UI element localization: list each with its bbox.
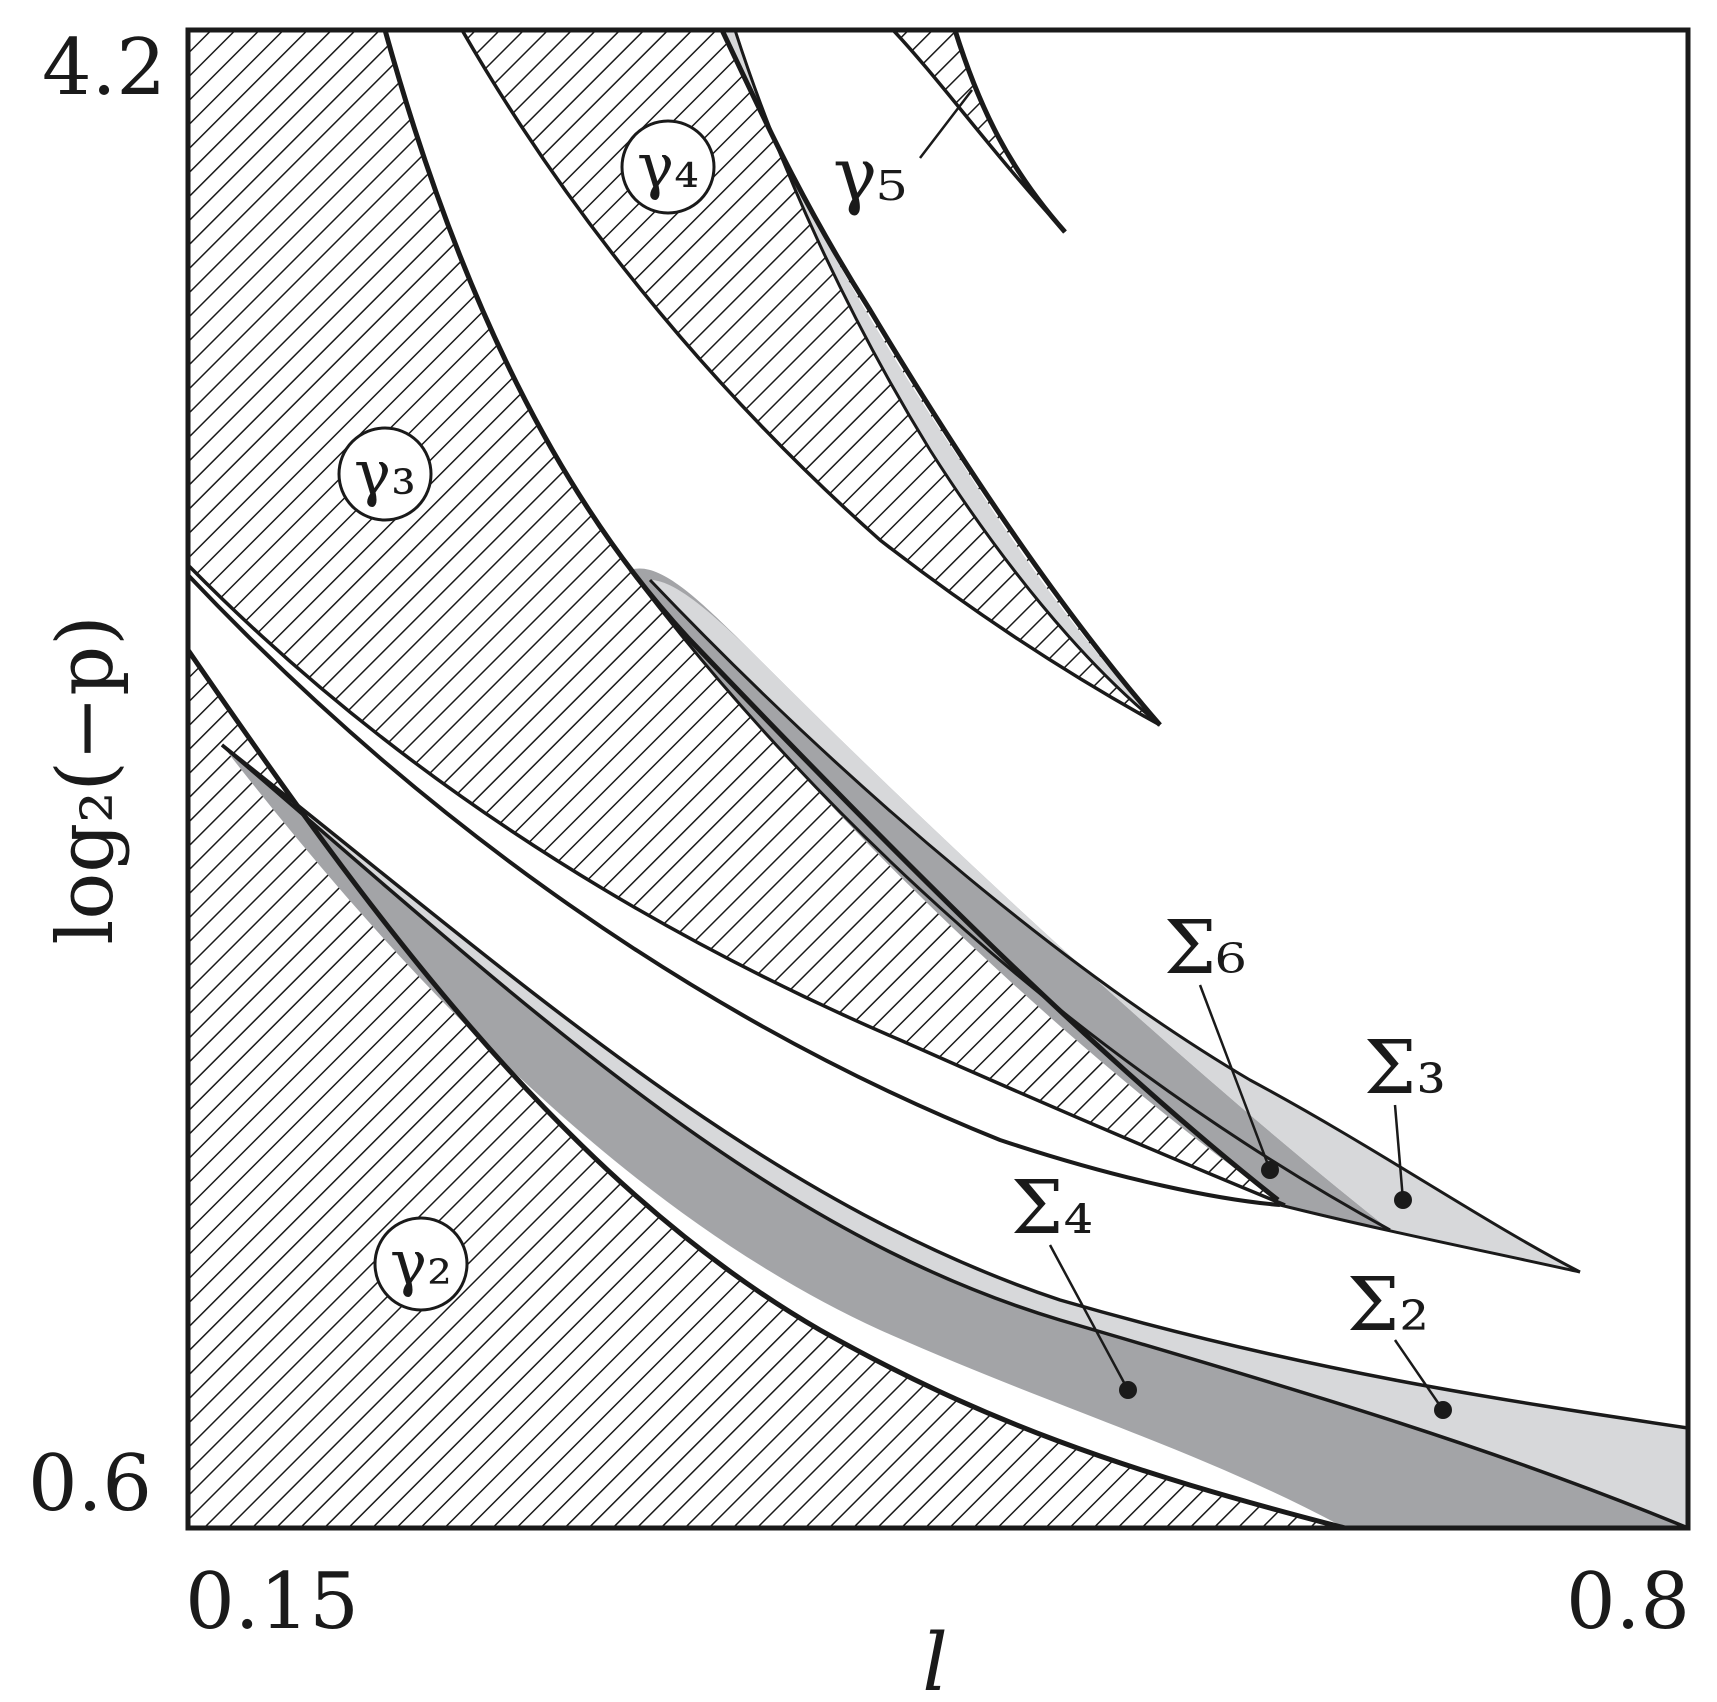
gamma2-text: γ₂: [390, 1226, 452, 1299]
gamma4-inner-curve: [733, 30, 1161, 727]
gamma4-label: γ₄: [620, 119, 716, 215]
gamma5-text: γ₅: [833, 132, 907, 218]
gamma2-upper-curve: [188, 648, 1346, 1528]
x-axis-label: l: [922, 1616, 948, 1702]
gamma4-text: γ₄: [637, 129, 699, 202]
sigma6-callout: Σ₆: [1164, 905, 1279, 1179]
gamma4-region: [462, 30, 1160, 725]
sigma-divider-curve: [220, 743, 1688, 1528]
gamma3-text: γ₃: [354, 436, 416, 509]
sigma2-upper-curve: [220, 743, 1688, 1430]
gamma3-label: γ₃: [337, 426, 433, 522]
curve-lines: [188, 30, 1688, 1528]
x-tick-min: 0.15: [185, 1557, 359, 1647]
gamma5-right-curve: [952, 30, 1067, 234]
y-tick-max: 4.2: [42, 23, 166, 113]
region-labels: γ₂ γ₃ γ₄: [337, 119, 716, 1312]
sigma2-light-band: [222, 745, 1688, 1528]
gamma4-upper-curve: [719, 30, 1162, 727]
sigma3-text: Σ₃: [1364, 1025, 1446, 1111]
callouts: γ₅ Σ₆ Σ₃ Σ₄ Σ₂: [833, 89, 1452, 1419]
sigma3-inner-curve: [1279, 1203, 1581, 1274]
gamma3-upper-curve: [382, 30, 1280, 1202]
sigma4-callout: Σ₄: [1011, 1165, 1137, 1399]
gamma4-lower-curve: [460, 30, 1161, 727]
gamma5-callout: γ₅: [833, 89, 973, 218]
gamma2-label: γ₂: [373, 1216, 469, 1312]
sigma4-text: Σ₄: [1011, 1165, 1093, 1251]
sigma6-text: Σ₆: [1164, 905, 1246, 991]
sigma3-callout: Σ₃: [1364, 1025, 1446, 1209]
gamma3-region: [188, 30, 1285, 1205]
x-tick-max: 0.8: [1566, 1557, 1690, 1647]
sigma3-outer-curve: [648, 578, 1581, 1274]
sigma3-light-band: [650, 580, 1580, 1272]
sigma6-curve: [628, 569, 1391, 1232]
sigma2-callout: Σ₂: [1347, 1262, 1452, 1419]
gamma3-lower-curve: [188, 573, 1281, 1207]
y-axis-label: log₂(−p): [41, 615, 131, 944]
plot-frame: [185, 27, 1691, 1531]
axis-ticks: 4.2 0.6 0.15 0.8: [28, 23, 1690, 1647]
y-tick-min: 0.6: [28, 1439, 152, 1529]
gamma2-region: [188, 650, 1345, 1528]
white-gap-upper-curve: [188, 563, 1286, 1207]
sigma2-text: Σ₂: [1347, 1262, 1429, 1348]
